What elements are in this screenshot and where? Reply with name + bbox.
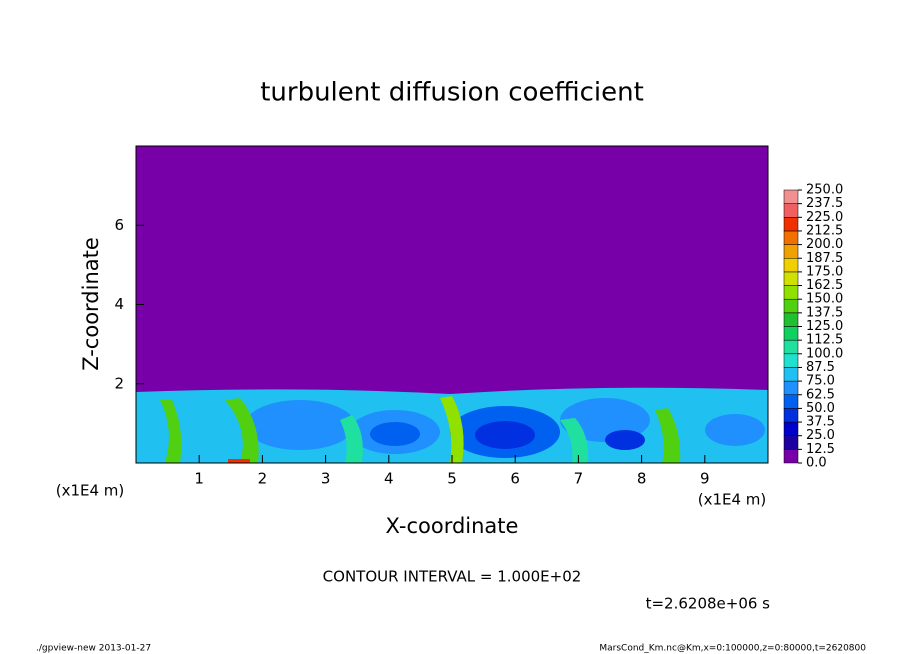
y-unit: (x1E4 m) [56, 482, 125, 500]
colorbar-segment [783, 285, 799, 300]
x-tick-label: 3 [321, 470, 331, 488]
colorbar-segment [783, 298, 799, 314]
colorbar-segment [783, 189, 799, 204]
colorbar-segment [783, 326, 799, 341]
x-axis-label: X-coordinate [386, 514, 519, 538]
colorbar-label: 162.5 [806, 278, 843, 293]
colorbar-label: 237.5 [806, 196, 843, 211]
x-unit: (x1E4 m) [698, 491, 767, 509]
colorbar-label: 12.5 [806, 442, 835, 457]
colorbar-segment [783, 244, 799, 259]
x-tick-label: 4 [384, 470, 394, 488]
colorbar-label: 212.5 [806, 223, 843, 238]
turbulent-layer [136, 387, 768, 463]
colorbar-label: 62.5 [806, 387, 835, 402]
colorbar-label: 225.0 [806, 210, 843, 225]
y-tick-label: 6 [114, 216, 124, 234]
chart-title: turbulent diffusion coefficient [260, 78, 644, 108]
colorbar-label: 187.5 [806, 251, 843, 266]
colorbar-label: 0.0 [806, 456, 827, 471]
colorbar-segment [783, 394, 799, 409]
colorbar-segment [783, 367, 799, 382]
y-tick-label: 2 [114, 374, 124, 392]
colorbar-segment [783, 271, 799, 286]
colorbar-label: 200.0 [806, 237, 843, 252]
colorbar-label: 112.5 [806, 333, 843, 348]
colorbar-label: 100.0 [806, 346, 843, 361]
colorbar-segment [783, 258, 799, 273]
colorbar-label: 125.0 [806, 319, 843, 334]
colorbar-label: 87.5 [806, 360, 835, 375]
colorbar-label: 250.0 [806, 183, 843, 198]
y-tick-label: 4 [114, 295, 124, 313]
x-tick-label: 1 [194, 470, 204, 488]
colorbar-segment [783, 421, 799, 436]
x-tick-label: 6 [510, 470, 520, 488]
colorbar-label: 25.0 [806, 428, 835, 443]
colorbar-segment [783, 230, 799, 245]
colorbar-label: 50.0 [806, 401, 835, 416]
colorbar-segment [783, 312, 799, 327]
x-tick-label: 9 [700, 470, 710, 488]
x-tick-label: 8 [637, 470, 647, 488]
x-tick-label: 5 [447, 470, 457, 488]
y-axis-label: Z-coordinate [79, 237, 103, 371]
colorbar-segment [783, 203, 799, 218]
x-tick-label: 7 [574, 470, 584, 488]
colorbar-segment [783, 449, 799, 464]
colorbar-segment [783, 353, 799, 368]
colorbar-segment [783, 408, 799, 423]
x-tick-label: 2 [258, 470, 268, 488]
time-label: t=2.6208e+06 s [646, 595, 771, 613]
colorbar-label: 175.0 [806, 264, 843, 279]
contour-interval: CONTOUR INTERVAL = 1.000E+02 [323, 568, 582, 586]
colorbar-segment [783, 339, 799, 355]
colorbar-segment [783, 435, 799, 450]
footer-right: MarsCond_Km.nc@Km,x=0:100000,z=0:80000,t… [599, 644, 866, 654]
colorbar-label: 150.0 [806, 292, 843, 307]
footer-left: ./gpview-new 2013-01-27 [36, 644, 151, 654]
colorbar-segment [783, 380, 799, 396]
colorbar-label: 137.5 [806, 305, 843, 320]
colorbar-label: 37.5 [806, 415, 835, 430]
colorbar-label: 75.0 [806, 374, 835, 389]
colorbar-segment [783, 217, 799, 232]
